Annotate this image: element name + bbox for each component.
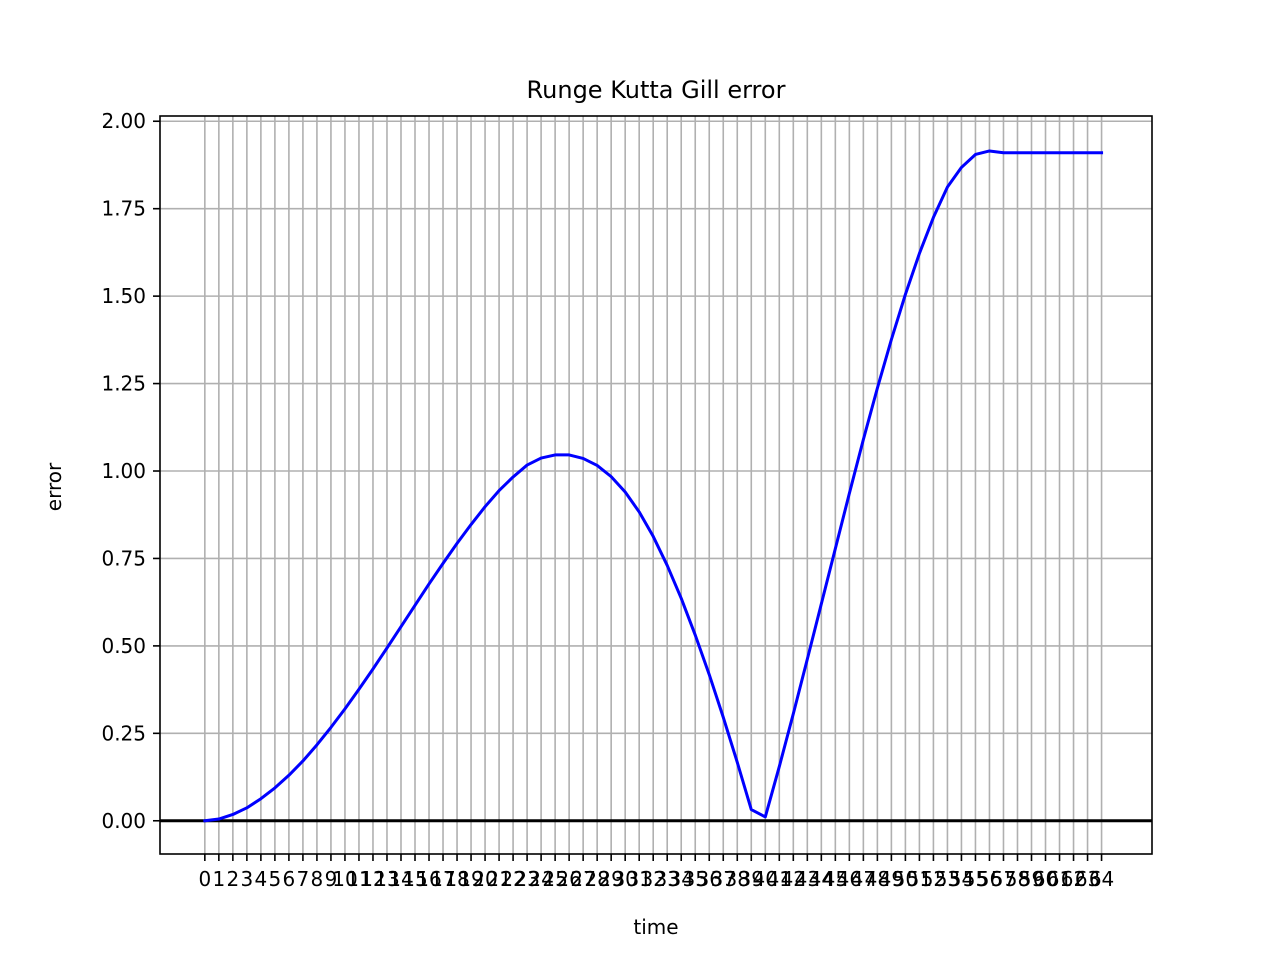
x-tick-label: 54: [949, 867, 974, 891]
x-tick-label: 36: [697, 867, 722, 891]
x-tick-label: 2: [226, 867, 239, 891]
x-tick-label: 51: [907, 867, 932, 891]
x-tick-label: 30: [612, 867, 637, 891]
grid-layer: [160, 116, 1152, 854]
x-tick-label: 38: [725, 867, 750, 891]
x-tick-label: 1: [212, 867, 225, 891]
x-tick-label: 32: [640, 867, 665, 891]
x-tick-label: 50: [893, 867, 918, 891]
y-tick-label: 0.00: [101, 809, 146, 833]
x-axis-label: time: [633, 915, 678, 939]
x-tick-label: 46: [837, 867, 862, 891]
x-tick-label: 62: [1061, 867, 1086, 891]
x-tick-label: 6: [283, 867, 296, 891]
error-series-line: [203, 149, 1104, 823]
x-tick-label: 35: [683, 867, 708, 891]
x-tick-label: 12: [360, 867, 385, 891]
x-tick-label: 42: [781, 867, 806, 891]
x-tick-label: 24: [528, 867, 553, 891]
x-tick-label: 25: [542, 867, 567, 891]
x-tick-label: 23: [514, 867, 539, 891]
x-tick-label: 10: [332, 867, 357, 891]
x-tick-label: 45: [823, 867, 848, 891]
series-layer: [203, 149, 1104, 823]
x-tick-label: 26: [556, 867, 581, 891]
y-tick-label: 1.50: [101, 284, 146, 308]
x-tick-label: 17: [430, 867, 455, 891]
x-tick-label: 11: [346, 867, 371, 891]
x-tick-label: 0: [198, 867, 211, 891]
x-tick-label: 9: [325, 867, 338, 891]
x-tick-label: 49: [879, 867, 904, 891]
x-tick-label: 41: [767, 867, 792, 891]
y-axis-label: error: [42, 462, 66, 511]
x-tick-label: 40: [753, 867, 778, 891]
x-tick-label: 21: [486, 867, 511, 891]
x-tick-label: 8: [311, 867, 324, 891]
x-tick-label: 5: [269, 867, 282, 891]
y-tick-label: 0.25: [101, 721, 146, 745]
x-tick-label: 29: [598, 867, 623, 891]
x-tick-label: 19: [458, 867, 483, 891]
x-tick-label: 4: [255, 867, 268, 891]
x-tick-label: 16: [416, 867, 441, 891]
x-tick-label: 27: [570, 867, 595, 891]
x-tick-label: 56: [977, 867, 1002, 891]
x-tick-label: 7: [297, 867, 310, 891]
x-tick-label: 14: [388, 867, 413, 891]
x-tick-label: 28: [584, 867, 609, 891]
x-tick-label: 20: [472, 867, 497, 891]
y-tick-layer: 0.00 0.25 0.50 0.75 1.00 1.25 1.50 1.75 2.00: [101, 109, 160, 833]
x-tick-label: 55: [963, 867, 988, 891]
x-tick-label: 57: [991, 867, 1016, 891]
x-tick-label: 37: [711, 867, 736, 891]
x-tick-label: 15: [402, 867, 427, 891]
x-tick-label: 13: [374, 867, 399, 891]
x-tick-label: 43: [795, 867, 820, 891]
x-tick-label: 59: [1019, 867, 1044, 891]
y-tick-label: 1.25: [101, 372, 146, 396]
x-tick-label: 22: [500, 867, 525, 891]
axes-layer: [159, 115, 1153, 855]
y-tick-label: 2.00: [101, 109, 146, 133]
x-tick-label: 61: [1047, 867, 1072, 891]
x-tick-label: 58: [1005, 867, 1030, 891]
x-tick-label: 34: [668, 867, 693, 891]
x-tick-label: 33: [654, 867, 679, 891]
x-tick-layer: 0 1 2 3 4 5 6 7 8 9101112131415161718192021222324…: [198, 854, 1114, 891]
x-tick-label: 18: [444, 867, 469, 891]
y-tick-label: 0.50: [101, 634, 146, 658]
x-tick-label: 3: [241, 867, 254, 891]
y-tick-label: 0.75: [101, 546, 146, 570]
x-tick-label: 39: [739, 867, 764, 891]
y-tick-label: 1.75: [101, 197, 146, 221]
x-tick-label: 52: [921, 867, 946, 891]
x-tick-label: 48: [865, 867, 890, 891]
x-tick-label: 60: [1033, 867, 1058, 891]
x-tick-label: 64: [1089, 867, 1114, 891]
x-tick-label: 63: [1075, 867, 1100, 891]
x-tick-label: 44: [809, 867, 834, 891]
x-tick-label: 53: [935, 867, 960, 891]
chart-title: Runge Kutta Gill error: [527, 76, 786, 104]
x-tick-label: 47: [851, 867, 876, 891]
y-tick-label: 1.00: [101, 459, 146, 483]
plot-frame: [159, 115, 1153, 855]
x-tick-label: 31: [626, 867, 651, 891]
